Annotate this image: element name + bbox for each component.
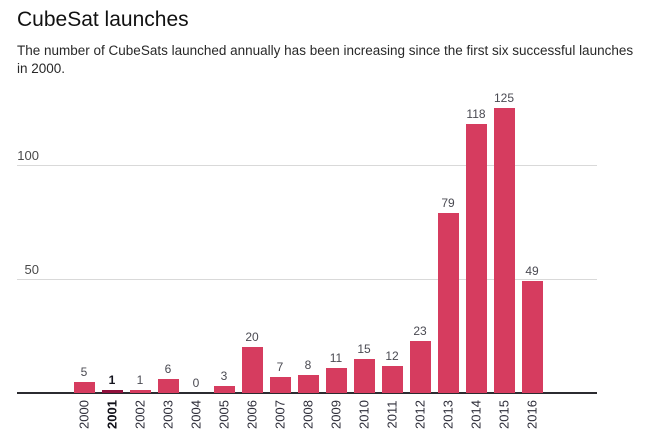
chart-title: CubeSat launches	[17, 8, 189, 31]
bar-2016[interactable]	[521, 281, 543, 393]
bar-2008[interactable]	[297, 374, 319, 393]
value-label-2000: 5	[80, 364, 88, 379]
value-label-2013: 79	[441, 195, 455, 210]
bar-2011[interactable]	[381, 365, 403, 393]
y-tick-label-100: 100	[17, 148, 39, 163]
x-tick-label-2012: 2012	[412, 400, 428, 429]
bar-2014[interactable]	[465, 123, 487, 393]
value-label-2007: 7	[276, 360, 284, 375]
bar-2012[interactable]	[409, 340, 431, 393]
bar-2010[interactable]	[353, 358, 375, 393]
x-tick-label-2014: 2014	[468, 400, 484, 429]
x-tick-label-2010: 2010	[356, 400, 372, 429]
y-tick-label-50: 50	[24, 262, 39, 277]
bar-2003[interactable]	[157, 379, 179, 393]
x-tick-label-2001: 2001	[104, 400, 120, 429]
x-tick-label-2003: 2003	[160, 400, 176, 429]
bar-2007[interactable]	[269, 377, 291, 393]
bar-2009[interactable]	[325, 367, 347, 393]
value-label-2015: 125	[493, 91, 515, 105]
x-tick-label-2013: 2013	[440, 400, 456, 429]
bar-2005[interactable]	[213, 386, 235, 393]
value-label-2012: 23	[413, 323, 427, 338]
bar-2002[interactable]	[129, 390, 151, 393]
x-tick-label-2016: 2016	[524, 400, 540, 429]
value-label-2005: 3	[220, 369, 228, 384]
x-tick-label-2000: 2000	[76, 400, 92, 429]
value-label-2002: 1	[136, 373, 144, 387]
x-axis-line	[17, 392, 597, 394]
value-label-2006: 20	[245, 330, 259, 345]
x-tick-label-2011: 2011	[384, 400, 400, 429]
x-tick-label-2002: 2002	[132, 400, 148, 429]
x-tick-label-2005: 2005	[216, 400, 232, 429]
bar-2001[interactable]	[101, 390, 123, 393]
value-label-2016: 49	[525, 264, 539, 279]
value-label-2011: 12	[385, 348, 399, 363]
value-label-2008: 8	[304, 357, 312, 372]
x-tick-label-2015: 2015	[496, 400, 512, 429]
value-label-2009: 11	[329, 350, 343, 365]
x-tick-label-2008: 2008	[300, 400, 316, 429]
x-tick-label-2007: 2007	[272, 400, 288, 429]
value-label-2010: 15	[357, 341, 371, 356]
bar-2006[interactable]	[241, 347, 263, 393]
bar-2000[interactable]	[73, 381, 95, 393]
value-label-2001: 1	[108, 373, 116, 387]
gridline-100	[17, 165, 597, 166]
chart-description: The number of CubeSats launched annually…	[17, 43, 634, 76]
bar-2015[interactable]	[493, 108, 515, 393]
x-tick-label-2004: 2004	[188, 400, 204, 429]
value-label-2004: 0	[192, 376, 200, 390]
bar-2013[interactable]	[437, 212, 459, 393]
x-tick-label-2009: 2009	[328, 400, 344, 429]
x-tick-label-2006: 2006	[244, 400, 260, 429]
gridline-50	[17, 279, 597, 280]
value-label-2003: 6	[164, 362, 172, 377]
value-label-2014: 118	[466, 106, 486, 121]
